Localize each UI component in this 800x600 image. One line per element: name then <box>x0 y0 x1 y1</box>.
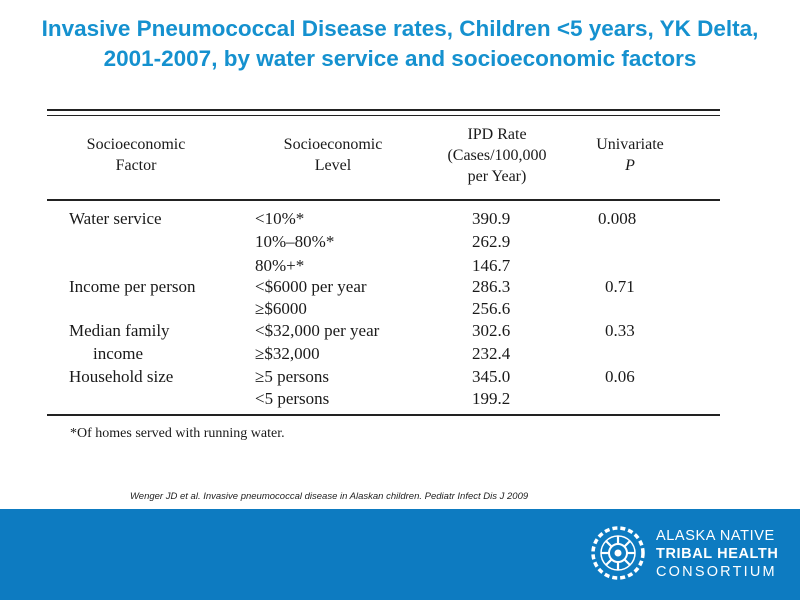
header-rate-line2: (Cases/100,000 <box>447 147 547 164</box>
table-row-1-level: 10%–80%* <box>255 232 335 251</box>
table-row-3-p: 0.71 <box>605 277 635 296</box>
table-row-6-level: ≥$32,000 <box>255 344 320 363</box>
table-row-1-rate: 262.9 <box>472 232 511 251</box>
table-row-3-rate: 286.3 <box>472 277 511 296</box>
table-bottom-rule <box>47 414 720 416</box>
header-rate-line1: IPD Rate <box>467 126 527 143</box>
header-factor: Socioeconomic Factor <box>71 134 201 176</box>
table-row-8-rate: 199.2 <box>472 389 511 408</box>
table-top-rule-2 <box>47 115 720 116</box>
slide-title-line1: Invasive Pneumococcal Disease rates, Chi… <box>41 16 759 41</box>
table-row-0-p: 0.008 <box>598 209 637 228</box>
table-row-7-rate: 345.0 <box>472 367 511 386</box>
slide-title-line2: 2001-2007, by water service and socioeco… <box>103 46 697 71</box>
header-factor-line2: Factor <box>115 157 157 174</box>
table-header-rule <box>47 199 720 201</box>
table-row-3-factor: Income per person <box>69 277 196 296</box>
anthc-logo-icon <box>591 526 645 580</box>
table-row-5-factor: Median family <box>69 321 170 340</box>
header-p: Univariate P <box>575 134 685 176</box>
table-row-7-p: 0.06 <box>605 367 635 386</box>
header-level-line2: Level <box>314 157 352 174</box>
header-factor-line1: Socioeconomic <box>86 136 186 153</box>
table-row-2-rate: 146.7 <box>472 256 511 275</box>
table-row-4-level: ≥$6000 <box>255 299 307 318</box>
table-row-8-level: <5 persons <box>255 389 330 408</box>
citation: Wenger JD et al. Invasive pneumococcal d… <box>130 491 529 502</box>
table-row-7-level: ≥5 persons <box>255 367 330 386</box>
table-row-5-p: 0.33 <box>605 321 635 340</box>
footer-bar <box>0 509 800 600</box>
table-row-5-rate: 302.6 <box>472 321 511 340</box>
table-row-6-rate: 232.4 <box>472 344 511 363</box>
header-level-line1: Socioeconomic <box>283 136 383 153</box>
table-row-4-rate: 256.6 <box>472 299 511 318</box>
header-p-line2: P <box>625 157 635 174</box>
table-row-5-level: <$32,000 per year <box>255 321 380 340</box>
header-level: Socioeconomic Level <box>258 134 408 176</box>
slide-title: Invasive Pneumococcal Disease rates, Chi… <box>0 14 800 74</box>
table-row-3-level: <$6000 per year <box>255 277 367 296</box>
table-row-6-factor: income <box>93 344 144 363</box>
table-row-0-factor: Water service <box>69 209 162 228</box>
org-name-line2: TRIBAL HEALTH <box>656 546 779 562</box>
table-row-0-rate: 390.9 <box>472 209 511 228</box>
table-top-rule-1 <box>47 109 720 111</box>
org-name-line3: CONSORTIUM <box>656 564 777 580</box>
table-row-7-factor: Household size <box>69 367 174 386</box>
org-name: ALASKA NATIVE TRIBAL HEALTH CONSORTIUM <box>656 527 778 581</box>
table-footnote: *Of homes served with running water. <box>70 426 285 441</box>
table-row-0-level: <10%* <box>255 209 305 228</box>
header-p-line1: Univariate <box>596 136 664 153</box>
org-name-line1: ALASKA NATIVE <box>656 528 775 544</box>
header-rate: IPD Rate (Cases/100,000 per Year) <box>432 124 562 187</box>
header-rate-line3: per Year) <box>467 168 527 185</box>
table-row-2-level: 80%+* <box>255 256 305 275</box>
